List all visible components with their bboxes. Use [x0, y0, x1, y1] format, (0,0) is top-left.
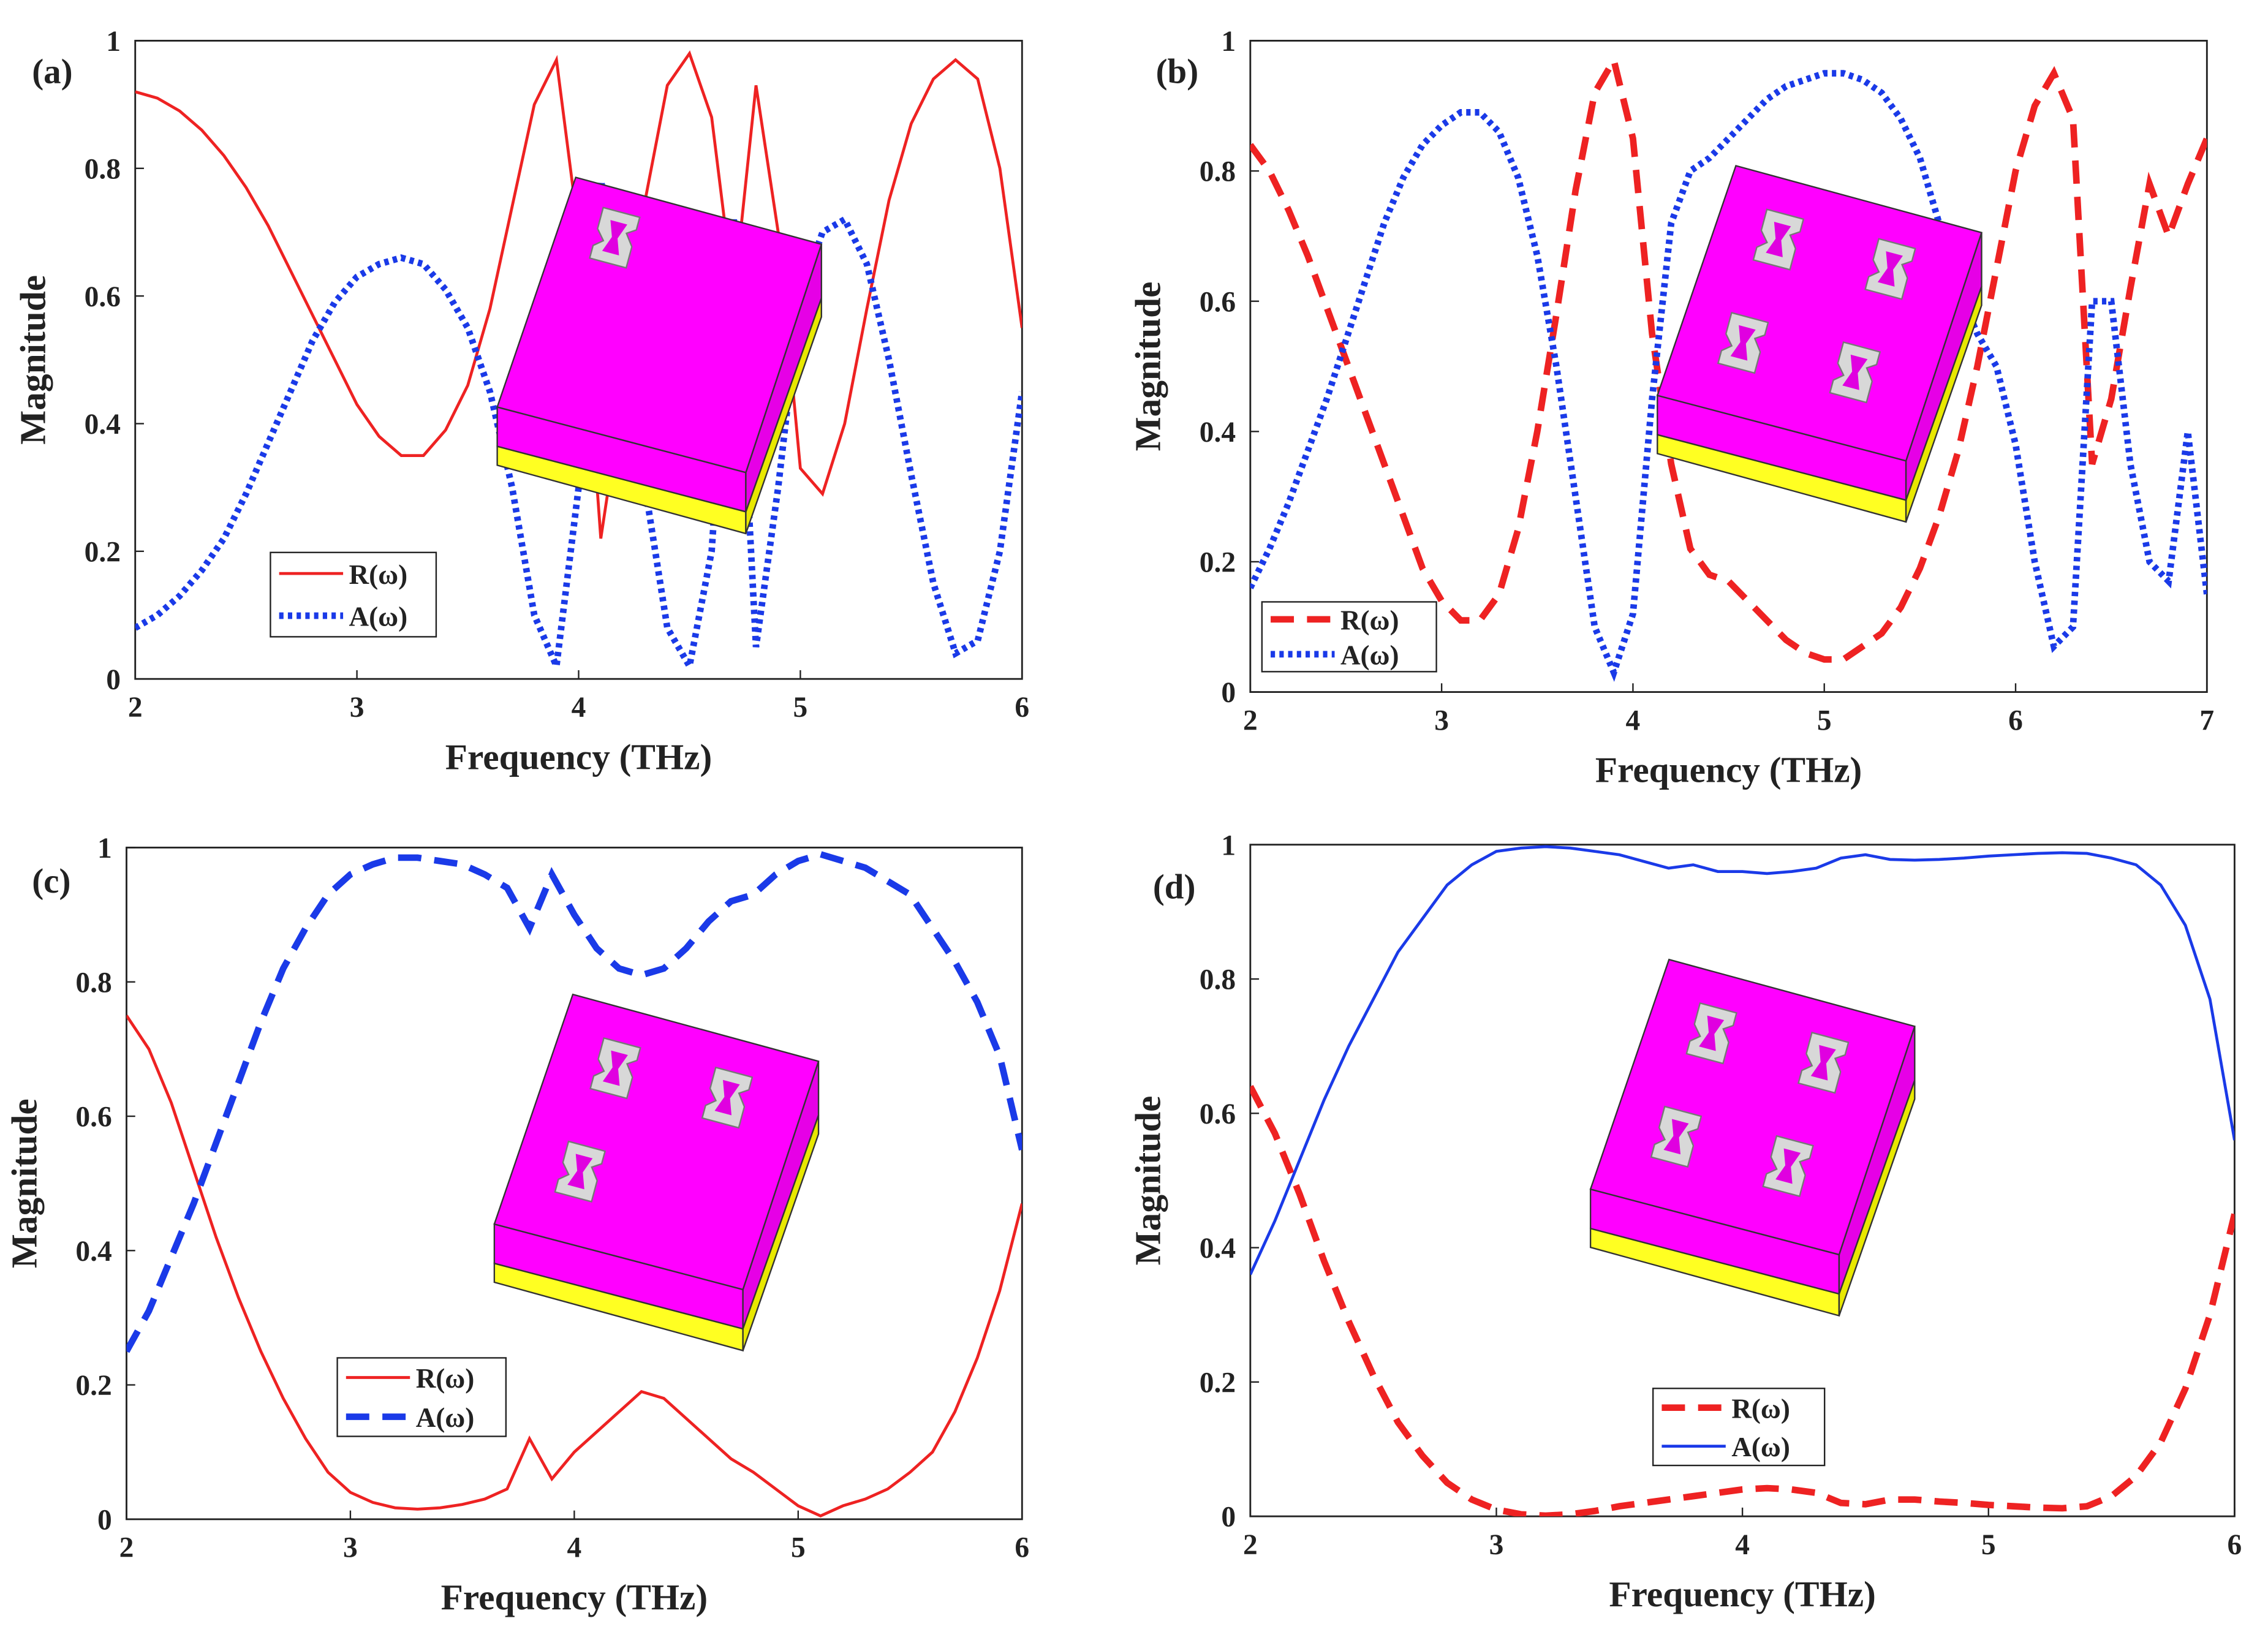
x-tick-label: 2 — [1243, 705, 1258, 736]
series-line — [126, 850, 1022, 1353]
y-tick-label: 0.6 — [1200, 286, 1236, 318]
x-axis-label: Frequency (THz) — [445, 736, 712, 777]
x-tick-label: 5 — [1817, 705, 1832, 736]
y-tick-label: 1 — [1221, 830, 1236, 861]
legend-box — [336, 1357, 507, 1437]
legend-label: A(ω) — [1731, 1432, 1790, 1462]
x-tick-label: 3 — [1489, 1529, 1504, 1561]
series-line — [1250, 51, 2207, 663]
legend-box — [270, 551, 437, 638]
panel-label: (a) — [32, 52, 72, 91]
legend-label: A(ω) — [1340, 640, 1399, 670]
y-axis-label: Magnitude — [1128, 1096, 1168, 1266]
x-tick-label: 6 — [1015, 692, 1029, 724]
x-tick-label: 7 — [2199, 705, 2214, 736]
y-tick-label: 0.6 — [75, 1102, 112, 1133]
x-tick-label: 2 — [1243, 1529, 1258, 1561]
series-line — [1250, 1084, 2235, 1517]
legend-label: R(ω) — [416, 1363, 475, 1394]
y-tick-label: 0.4 — [1200, 1233, 1236, 1264]
series-line — [1250, 70, 2207, 682]
panel-label: (c) — [32, 862, 70, 901]
y-tick-label: 0.2 — [1200, 547, 1236, 579]
x-tick-label: 2 — [119, 1532, 134, 1564]
y-axis-label: Magnitude — [13, 275, 53, 445]
x-tick-label: 5 — [793, 692, 808, 724]
panel-label: (b) — [1156, 52, 1199, 91]
x-axis-label: Frequency (THz) — [441, 1577, 708, 1617]
x-tick-label: 4 — [567, 1532, 582, 1564]
y-tick-label: 1 — [106, 26, 121, 58]
y-tick-label: 0 — [106, 664, 121, 696]
x-tick-label: 4 — [1735, 1529, 1750, 1561]
legend-label: R(ω) — [1731, 1393, 1790, 1424]
x-tick-label: 4 — [1626, 705, 1641, 736]
legend-box — [1652, 1388, 1826, 1467]
y-tick-label: 0.4 — [85, 409, 121, 440]
x-tick-label: 6 — [2008, 705, 2023, 736]
legend-label: R(ω) — [1340, 605, 1399, 636]
panel-label: (d) — [1153, 868, 1196, 907]
y-tick-label: 0 — [97, 1504, 112, 1536]
y-tick-label: 0.2 — [75, 1370, 112, 1402]
legend-label: A(ω) — [416, 1402, 475, 1433]
x-tick-label: 5 — [1981, 1529, 1996, 1561]
y-tick-label: 0.8 — [85, 153, 121, 185]
x-tick-label: 2 — [128, 692, 143, 724]
x-tick-label: 3 — [350, 692, 365, 724]
x-tick-label: 4 — [572, 692, 586, 724]
y-tick-label: 0.6 — [85, 281, 121, 313]
y-tick-label: 0.8 — [1200, 156, 1236, 188]
y-tick-label: 0.4 — [1200, 417, 1236, 448]
y-tick-label: 0.2 — [85, 536, 121, 568]
y-tick-label: 0 — [1221, 677, 1236, 709]
x-axis-label: Frequency (THz) — [1595, 750, 1862, 790]
y-tick-label: 1 — [1221, 26, 1236, 58]
x-axis-label: Frequency (THz) — [1609, 1574, 1875, 1614]
y-axis-label: Magnitude — [4, 1098, 44, 1268]
series-line — [126, 1015, 1022, 1518]
series-line — [1250, 845, 2235, 1276]
y-tick-label: 0.8 — [1200, 964, 1236, 996]
y-tick-label: 0.2 — [1200, 1367, 1236, 1399]
legend-label: A(ω) — [349, 602, 408, 632]
y-tick-label: 0.4 — [75, 1236, 112, 1268]
legend-box — [1261, 601, 1437, 673]
y-tick-label: 0.6 — [1200, 1098, 1236, 1130]
y-tick-label: 1 — [97, 833, 112, 864]
x-tick-label: 5 — [791, 1532, 806, 1564]
x-tick-label: 3 — [343, 1532, 358, 1564]
legend-label: R(ω) — [349, 559, 408, 590]
x-tick-label: 3 — [1434, 705, 1449, 736]
y-tick-label: 0.8 — [75, 967, 112, 999]
x-tick-label: 6 — [2228, 1529, 2242, 1561]
y-tick-label: 0 — [1221, 1502, 1236, 1533]
x-tick-label: 6 — [1015, 1532, 1029, 1564]
y-axis-label: Magnitude — [1128, 282, 1168, 452]
